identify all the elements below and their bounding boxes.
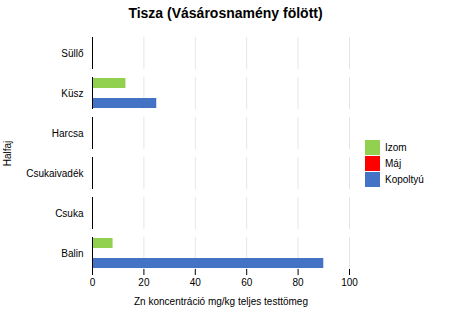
html-text:Tisza (Vásárosnamény fölött): Tisza (Vásárosnamény fölött): [128, 5, 323, 21]
svg-text:Küsz: Küsz: [61, 88, 83, 99]
svg-text:Zn koncentráció mg/kg teljes t: Zn koncentráció mg/kg teljes testtömeg: [134, 296, 308, 307]
svg-text:40: 40: [190, 277, 202, 288]
svg-text:Harcsa: Harcsa: [52, 128, 84, 139]
svg-text:Csukaivadék: Csukaivadék: [26, 168, 84, 179]
svg-text:Csuka: Csuka: [55, 208, 84, 219]
html-text:Izom: Izom: [385, 142, 407, 153]
svg-text:0: 0: [90, 277, 96, 288]
html-text:Máj: Máj: [385, 158, 402, 169]
svg-text:Süllő: Süllő: [61, 48, 84, 59]
svg-text:20: 20: [138, 277, 150, 288]
svg-text:100: 100: [341, 277, 358, 288]
html-text:Kopoltyú: Kopoltyú: [385, 174, 424, 185]
svg-text:60: 60: [241, 277, 253, 288]
svg-text:Halfaj: Halfaj: [2, 141, 13, 167]
svg-text:80: 80: [293, 277, 305, 288]
svg-text:Balin: Balin: [61, 248, 83, 259]
